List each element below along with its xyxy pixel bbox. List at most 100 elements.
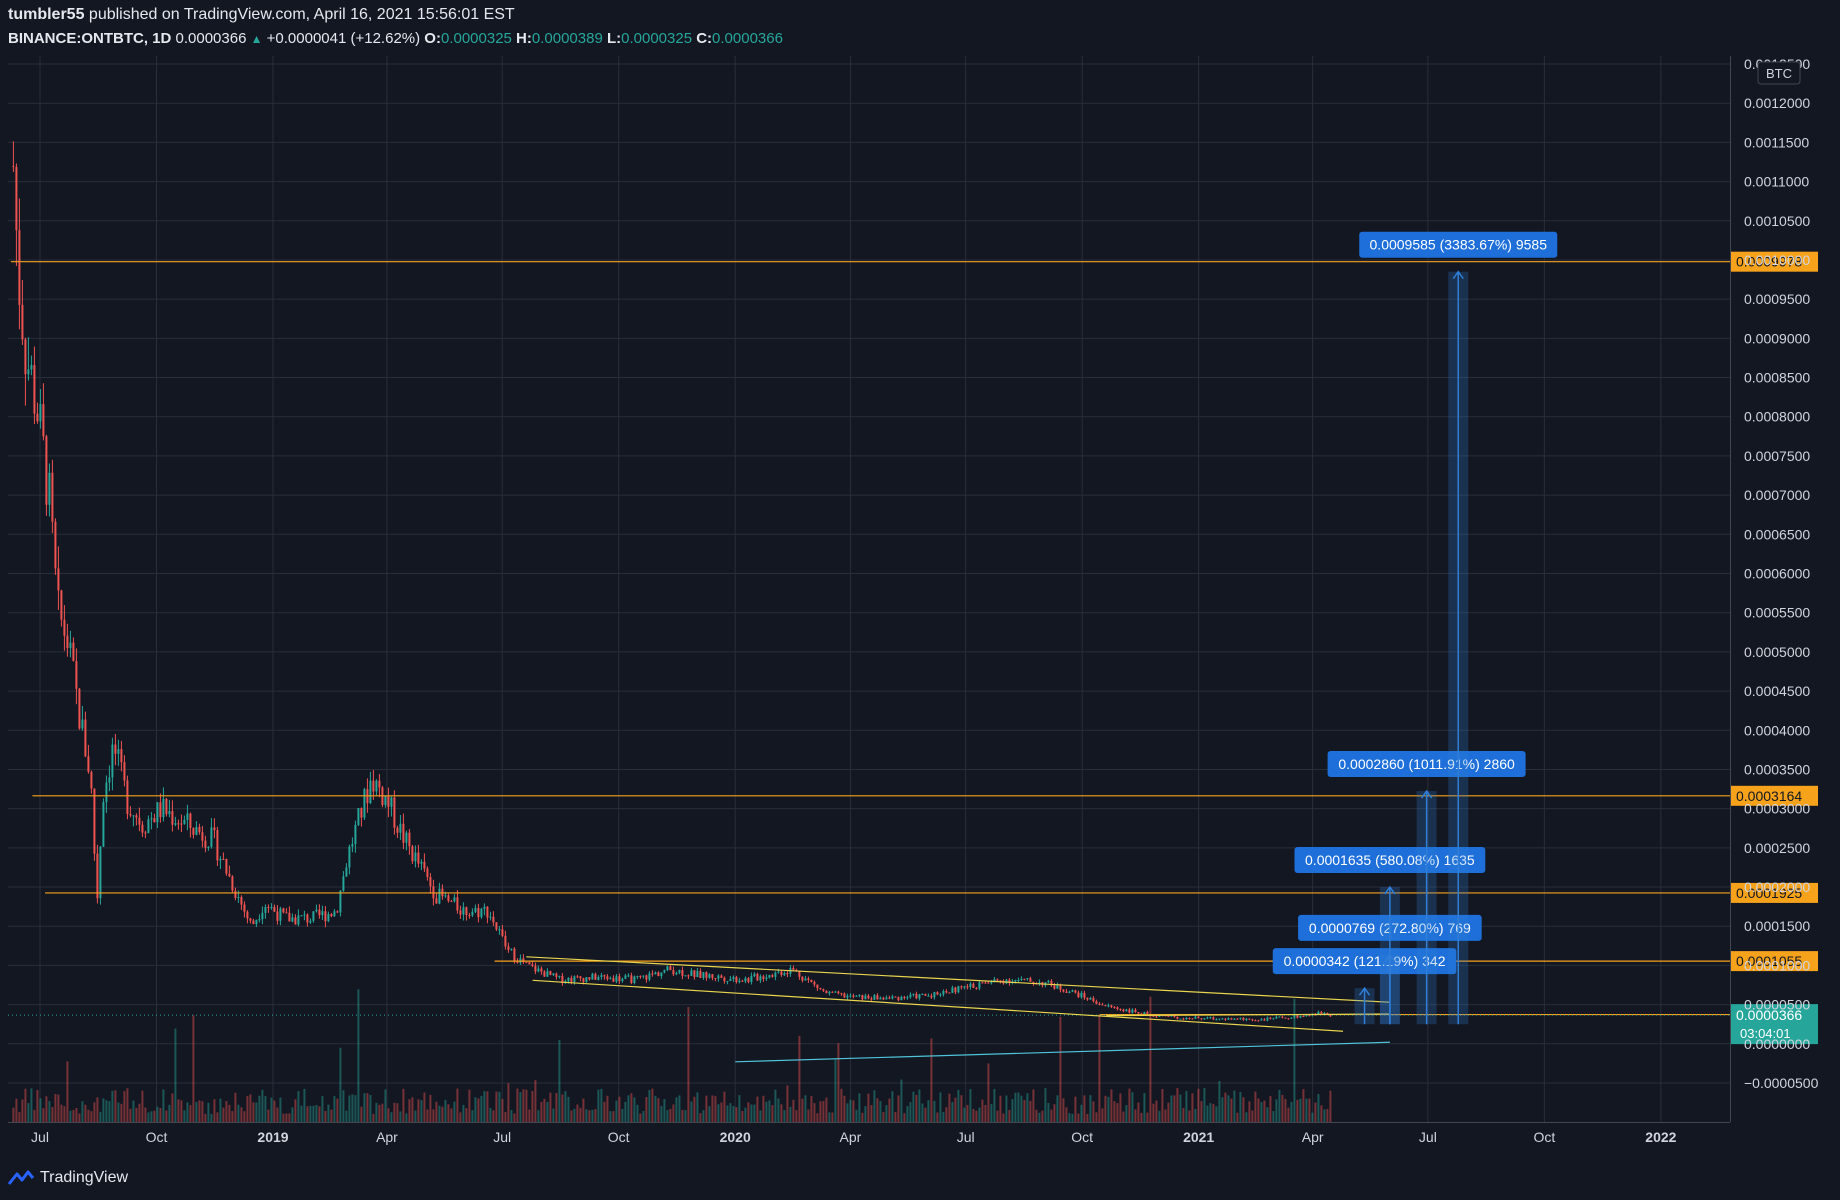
candle-body — [543, 971, 546, 977]
volume-bar — [873, 1090, 876, 1122]
candle-body — [420, 861, 423, 864]
volume-bar — [666, 1110, 669, 1122]
candle-body — [447, 895, 450, 901]
candle-body — [876, 995, 879, 1000]
volume-bar — [195, 1101, 198, 1122]
volume-bar — [318, 1106, 321, 1122]
volume-bar — [996, 1110, 999, 1122]
volume-bar — [720, 1102, 723, 1122]
candle-body — [1200, 1018, 1203, 1020]
volume-bar — [1323, 1109, 1326, 1122]
volume-bar — [732, 1105, 735, 1122]
volume-bar — [750, 1104, 753, 1122]
candle-body — [198, 827, 201, 833]
volume-bar — [402, 1088, 405, 1122]
candle-body — [741, 980, 744, 982]
candle-body — [51, 472, 54, 522]
candle-body — [219, 858, 222, 861]
y-tick-label: 0.0010500 — [1744, 213, 1810, 229]
volume-bar — [1170, 1095, 1173, 1122]
volume-bar — [1257, 1098, 1260, 1122]
volume-bar — [159, 1108, 162, 1122]
candle-body — [1107, 1005, 1110, 1007]
candle-body — [606, 976, 609, 980]
candle-body — [474, 908, 477, 912]
candle-body — [1221, 1018, 1224, 1020]
currency-label: BTC — [1766, 66, 1792, 81]
volume-bar — [693, 1096, 696, 1122]
volume-bar — [216, 1112, 219, 1122]
volume-bar — [273, 1100, 276, 1122]
candle-body — [777, 971, 780, 973]
candle-body — [984, 982, 987, 984]
candle-body — [1257, 1020, 1260, 1022]
volume-bar — [234, 1092, 237, 1122]
candle-body — [645, 975, 648, 980]
candle-body — [582, 978, 585, 982]
volume-bar — [18, 1112, 21, 1122]
volume-bar — [1230, 1098, 1233, 1122]
candle-body — [1131, 1009, 1134, 1013]
volume-bar — [450, 1108, 453, 1122]
x-tick-label: Apr — [840, 1129, 862, 1145]
x-tick-label: 2020 — [720, 1129, 751, 1145]
volume-bar — [552, 1108, 555, 1122]
candle-body — [999, 980, 1002, 982]
candle-body — [783, 973, 786, 976]
volume-bar — [759, 1110, 762, 1122]
symbol-name[interactable]: BINANCE:ONTBTC, 1D — [8, 30, 172, 47]
candle-body — [798, 971, 801, 977]
volume-bar — [459, 1112, 462, 1122]
tradingview-brand[interactable]: TradingView — [40, 1169, 129, 1186]
volume-bar — [684, 1110, 687, 1122]
volume-bar — [1026, 1093, 1029, 1122]
volume-bar — [636, 1104, 639, 1122]
candle-body — [888, 997, 891, 999]
candle-body — [1092, 997, 1095, 1002]
candle-body — [174, 823, 177, 825]
volume-bar — [162, 1089, 165, 1122]
candle-body — [48, 472, 51, 505]
candle-body — [267, 907, 270, 909]
volume-bar — [1215, 1106, 1218, 1122]
volume-bar — [651, 1088, 654, 1122]
volume-bar — [981, 1099, 984, 1122]
volume-bar — [954, 1097, 957, 1122]
tradingview-logo-icon[interactable] — [8, 1169, 34, 1187]
volume-bar — [81, 1101, 84, 1122]
candle-body — [948, 992, 951, 994]
volume-bar — [1044, 1088, 1047, 1122]
candle-body — [117, 749, 120, 754]
candle-body — [669, 966, 672, 971]
candle-body — [228, 873, 231, 877]
candle-body — [729, 978, 732, 982]
y-tick-label: 0.0007000 — [1744, 487, 1810, 503]
volume-bar — [204, 1113, 207, 1122]
volume-bar — [321, 1096, 324, 1122]
volume-bar — [153, 1110, 156, 1122]
volume-bar — [453, 1101, 456, 1122]
volume-bar — [21, 1099, 24, 1122]
volume-bar — [843, 1095, 846, 1122]
volume-bar — [723, 1091, 726, 1122]
candle-body — [165, 798, 168, 815]
volume-bar — [765, 1101, 768, 1122]
volume-bar — [1185, 1090, 1188, 1122]
volume-bar — [1047, 1102, 1050, 1122]
candle-body — [900, 996, 903, 1001]
candle-body — [336, 911, 339, 913]
candle-body — [237, 897, 240, 899]
volume-bar — [414, 1110, 417, 1122]
candle-body — [765, 977, 768, 979]
volume-bar — [1116, 1103, 1119, 1122]
volume-bar — [1131, 1092, 1134, 1122]
candle-body — [270, 907, 273, 909]
volume-bar — [807, 1109, 810, 1122]
volume-bar — [1035, 1109, 1038, 1122]
volume-bar — [342, 1090, 345, 1122]
candle-body — [726, 981, 729, 983]
volume-bar — [456, 1088, 459, 1122]
author-name[interactable]: tumbler55 — [8, 6, 85, 23]
volume-bar — [1326, 1109, 1329, 1122]
